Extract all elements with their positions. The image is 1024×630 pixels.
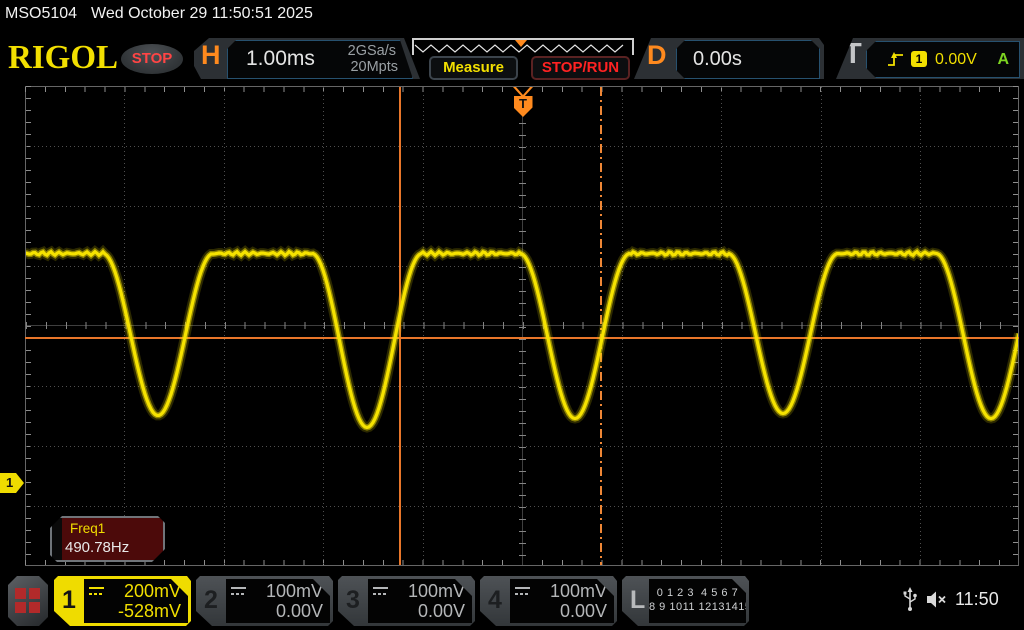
channel-3-values: 100mV 0.00V (368, 579, 472, 623)
stop-run-button[interactable]: STOP/RUN (531, 56, 630, 80)
channel-2-offset: 0.00V (275, 601, 323, 621)
channel-4-offset: 0.00V (559, 601, 607, 621)
measurement-box-bg: Freq1 490.78Hz (62, 518, 163, 560)
dc-coupling-icon (373, 587, 388, 595)
rising-edge-icon (887, 51, 905, 67)
trigger-position-triangle-inner (516, 87, 530, 95)
channel-2-number: 2 (204, 586, 218, 614)
rigol-logo: RIGOL (8, 39, 119, 77)
preview-position-icon[interactable] (515, 40, 527, 47)
measurement-value: 490.78Hz (65, 539, 130, 556)
measurement-box[interactable]: Freq1 490.78Hz (50, 516, 165, 562)
trigger-level-line[interactable] (25, 337, 1019, 339)
channel-4-values: 100mV 0.00V (510, 579, 614, 623)
channel-4-number: 4 (488, 586, 502, 614)
channel-1-scale: 200mV (123, 581, 181, 601)
menu-button[interactable] (8, 576, 48, 626)
grid-center-horizontal-ticks (26, 322, 1018, 329)
trigger-label: T (844, 38, 862, 70)
channel-block-1[interactable]: 1 200mV -528mV (54, 576, 191, 626)
channel-1-values: 200mV -528mV (84, 579, 188, 623)
grid-edge-right (1018, 86, 1019, 566)
waveform-preview-strip[interactable] (412, 38, 634, 55)
horizontal-label: H (201, 40, 221, 70)
digital-row-2: 8 9 1011 12131415 (649, 601, 752, 613)
trigger-values-panel[interactable]: 1 0.00V A (866, 41, 1020, 78)
datetime-label: Wed October 29 11:50:51 2025 (91, 5, 313, 22)
channel-1-number: 1 (62, 586, 76, 614)
cursor-dashdot-line[interactable] (600, 87, 602, 565)
dc-coupling-icon (231, 587, 246, 595)
digital-block-label: L (630, 586, 646, 614)
sample-rate-value: 2GSa/s (347, 43, 396, 59)
dc-coupling-icon (515, 587, 530, 595)
channel-2-scale: 100mV (265, 581, 323, 601)
channel-2-values: 100mV 0.00V (226, 579, 330, 623)
trigger-position-marker[interactable]: T (513, 96, 533, 117)
delay-label: D (647, 40, 667, 70)
channel-block-4[interactable]: 4 100mV 0.00V (480, 576, 617, 626)
measure-button[interactable]: Measure (429, 56, 518, 80)
grid-edge-top (25, 86, 1019, 87)
ch1-ground-marker[interactable]: 1 (0, 473, 24, 493)
trigger-level-value: 0.00V (935, 51, 977, 68)
measurement-name: Freq1 (70, 521, 106, 536)
channel-1-offset: -528mV (117, 601, 181, 621)
horizontal-values-panel[interactable]: 1.00ms 2GSa/s 20Mpts (227, 40, 413, 79)
channel-3-scale: 100mV (407, 581, 465, 601)
usb-icon (903, 587, 917, 611)
channel-3-number: 3 (346, 586, 360, 614)
grid-edge-left (25, 86, 26, 566)
channel-4-scale: 100mV (549, 581, 607, 601)
status-icons: 11:50 (900, 586, 1020, 616)
delay-value: 0.00s (693, 48, 742, 70)
digital-row-1: 0 1 2 3 4 5 6 7 (656, 587, 739, 599)
model-label: MSO5104 (5, 5, 78, 22)
cursor-solid-line[interactable] (399, 87, 401, 565)
channel-3-offset: 0.00V (417, 601, 465, 621)
title-bar: MSO5104 Wed October 29 11:50:51 2025 (5, 5, 327, 23)
clock: 11:50 (955, 589, 999, 609)
menu-grid-icon (15, 588, 41, 614)
run-state-badge: STOP (121, 44, 183, 74)
speaker-muted-icon[interactable] (926, 590, 950, 609)
memory-depth-value: 20Mpts (350, 59, 398, 75)
trigger-mode-badge: A (997, 51, 1009, 68)
channel-block-2[interactable]: 2 100mV 0.00V (196, 576, 333, 626)
delay-values-panel[interactable]: 0.00s (676, 40, 820, 79)
dc-coupling-icon (89, 587, 104, 595)
trigger-source-badge: 1 (911, 51, 927, 67)
timebase-value: 1.00ms (246, 47, 315, 70)
grid-edge-bottom (25, 565, 1019, 566)
channel-block-3[interactable]: 3 100mV 0.00V (338, 576, 475, 626)
